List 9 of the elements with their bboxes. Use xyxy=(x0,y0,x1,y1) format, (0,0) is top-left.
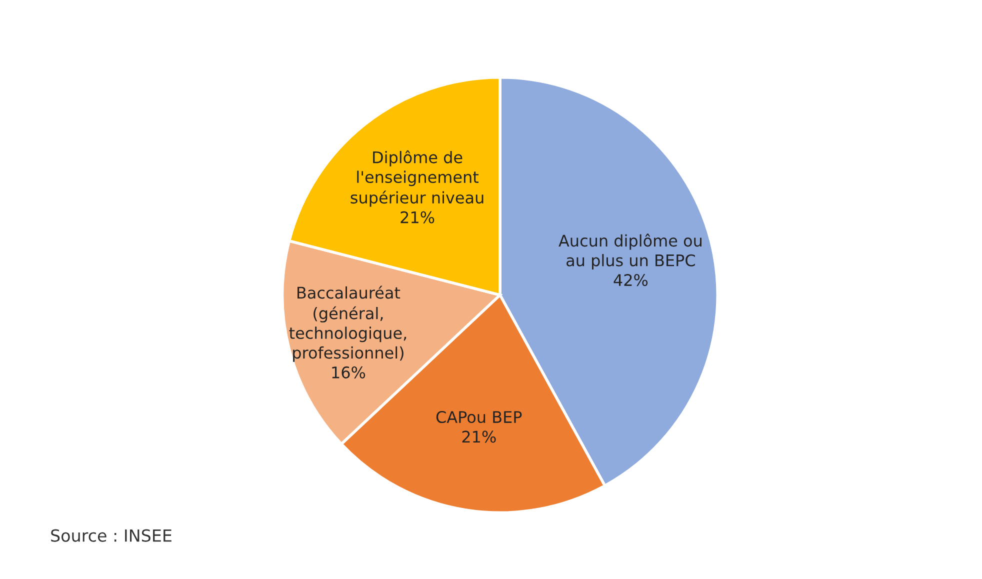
slice-label: Aucun diplôme ou au plus un BEPC xyxy=(558,234,702,270)
slice-label: CAPou BEP xyxy=(436,410,522,424)
data-label: 21% xyxy=(400,211,434,224)
source-note: Source : INSEE xyxy=(51,529,172,542)
slice-label: Diplôme de l'enseignement supérieur niveau xyxy=(350,150,484,207)
slice-label: Baccalauréat (général, technologique, professionnel) xyxy=(289,286,406,362)
data-label: 16% xyxy=(332,366,366,378)
data-label: 21% xyxy=(462,430,496,443)
data-label: 42% xyxy=(614,274,648,286)
